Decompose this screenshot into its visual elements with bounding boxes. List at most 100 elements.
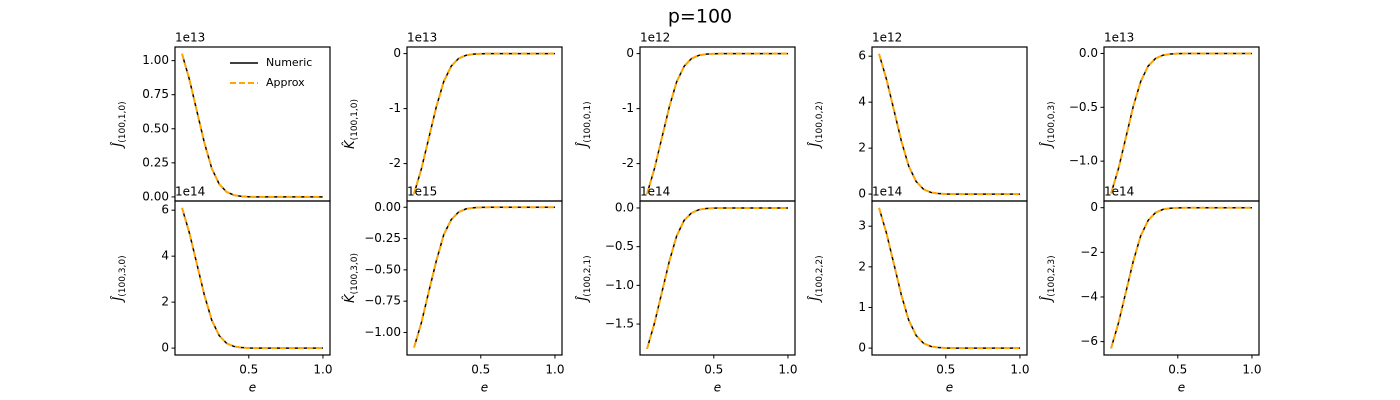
- y-axis-label: Ĵ(100,2,1): [576, 255, 593, 303]
- y-label-symbol: K̂: [342, 139, 357, 149]
- series-line: [646, 207, 788, 350]
- y-tick-label: -2: [622, 156, 634, 170]
- axes-frame: [406, 200, 563, 356]
- y-tick-label: 0.50: [142, 121, 169, 135]
- series-line: [878, 207, 1020, 350]
- y-label-subscript: (100,2,3): [1047, 255, 1057, 296]
- subplot: −6 −4 −2 0 0.5 1.0 1e14 e Ĵ(100,2,3): [1040, 185, 1262, 395]
- y-axis-label: Ĵ(100,1,0): [111, 101, 128, 149]
- y-axis-label: Ĵ(100,0,2): [808, 101, 825, 149]
- y-axis-label: Ĵ(100,2,2): [808, 255, 825, 303]
- series-line: [1110, 206, 1252, 349]
- y-label-subscript: (100,3,0): [118, 255, 128, 296]
- x-tick-label: 1.0: [1242, 363, 1261, 377]
- y-axis-label: Ĵ(100,0,3): [1040, 101, 1057, 149]
- offset-text: 1e14: [175, 185, 205, 199]
- figure-title: p=100: [668, 6, 732, 28]
- axes-frame: [871, 46, 1028, 202]
- y-label-subscript: (100,2,2): [815, 255, 825, 296]
- y-tick-label: 4: [161, 249, 169, 263]
- y-label-symbol: Ĵ: [1040, 295, 1055, 304]
- y-tick-label: −1.0: [1069, 154, 1098, 168]
- series-line: [413, 206, 555, 348]
- x-tick-label: 0.5: [936, 363, 955, 377]
- series-line: [646, 52, 788, 195]
- series-line: [878, 207, 1020, 349]
- subplot: -2 -1 0 1e12 Ĵ(100,0,1): [576, 31, 796, 202]
- x-tick-label: 0.5: [239, 363, 258, 377]
- y-tick-label: 0.75: [142, 87, 169, 101]
- axes-frame: [1103, 46, 1260, 202]
- y-tick-label: 1: [858, 300, 866, 314]
- series-line: [413, 52, 555, 195]
- x-axis-label: e: [946, 381, 953, 395]
- series-line: [181, 207, 323, 349]
- y-tick-label: −2: [1080, 245, 1098, 259]
- subplot: −1.0 −0.5 0.0 1e13 Ĵ(100,0,3): [1040, 31, 1260, 202]
- y-tick-label: -2: [389, 156, 401, 170]
- y-tick-label: 0.25: [142, 155, 169, 169]
- x-tick-label: 1.0: [545, 363, 564, 377]
- axes-frame: [174, 200, 331, 356]
- y-label-subscript: (100,1,0): [118, 101, 128, 142]
- y-label-symbol: Ĵ: [576, 295, 591, 304]
- x-axis-label: e: [714, 381, 721, 395]
- axes-frame: [1103, 200, 1260, 356]
- series-line: [181, 207, 323, 350]
- y-tick-label: −0.5: [1069, 100, 1098, 114]
- series-line: [413, 206, 555, 348]
- y-tick-label: 0.0: [1079, 46, 1098, 60]
- x-tick-label: 0.5: [1168, 363, 1187, 377]
- y-label-subscript: (100,0,1): [583, 101, 593, 142]
- y-tick-label: -1: [389, 101, 401, 115]
- y-tick-label: -1: [622, 101, 634, 115]
- offset-text: 1e14: [640, 185, 670, 199]
- y-tick-label: 3: [858, 219, 866, 233]
- offset-text: 1e12: [640, 31, 670, 45]
- y-label-subscript: (100,2,1): [583, 255, 593, 296]
- y-tick-label: −1.0: [605, 278, 634, 292]
- legend-label: Numeric: [266, 56, 312, 69]
- y-tick-label: −1.00: [364, 325, 401, 339]
- y-label-subscript: (100,1,0): [350, 99, 360, 140]
- subplot: 0 2 4 6 0.5 1.0 1e14 e Ĵ(100,3,0): [111, 185, 333, 395]
- y-tick-label: 2: [858, 259, 866, 273]
- subplot: -2 -1 0 1e13 K̂(100,1,0): [342, 31, 563, 202]
- axes-frame: [871, 200, 1028, 356]
- x-tick-label: 1.0: [778, 363, 797, 377]
- y-tick-label: 4: [858, 95, 866, 109]
- y-tick-label: −6: [1080, 334, 1098, 348]
- y-tick-label: −4: [1080, 289, 1098, 303]
- series-line: [646, 52, 788, 195]
- y-axis-label: K̂(100,1,0): [342, 99, 359, 149]
- x-axis-label: e: [249, 381, 256, 395]
- offset-text: 1e13: [407, 31, 437, 45]
- y-tick-label: −0.75: [364, 294, 401, 308]
- series-line: [413, 52, 555, 195]
- y-tick-label: −1.5: [605, 317, 634, 331]
- y-tick-label: 0: [393, 46, 401, 60]
- subplot: 0.00 0.25 0.50 0.75 1.00 1e13 Ĵ(100,1,0) Numeri…: [111, 31, 331, 203]
- y-tick-label: 2: [161, 295, 169, 309]
- y-axis-label: K̂(100,3,0): [342, 253, 359, 303]
- y-tick-label: 6: [161, 203, 169, 217]
- axes-frame: [174, 46, 331, 202]
- y-tick-label: 2: [858, 141, 866, 155]
- offset-text: 1e12: [872, 31, 902, 45]
- axes-frame: [639, 200, 796, 356]
- offset-text: 1e14: [872, 185, 902, 199]
- y-label-symbol: Ĵ: [576, 141, 591, 150]
- y-label-subscript: (100,0,2): [815, 101, 825, 142]
- series-line: [1110, 206, 1252, 349]
- series-line: [646, 206, 788, 350]
- y-label-symbol: Ĵ: [808, 295, 823, 304]
- y-tick-label: 6: [858, 49, 866, 63]
- axes-frame: [639, 46, 796, 202]
- series-line: [878, 53, 1020, 195]
- x-tick-label: 1.0: [313, 363, 332, 377]
- offset-text: 1e13: [1104, 31, 1134, 45]
- y-tick-label: 0: [1090, 200, 1098, 214]
- y-label-subscript: (100,0,3): [1047, 101, 1057, 142]
- y-tick-label: 0.0: [615, 200, 634, 214]
- y-label-symbol: Ĵ: [1040, 141, 1055, 150]
